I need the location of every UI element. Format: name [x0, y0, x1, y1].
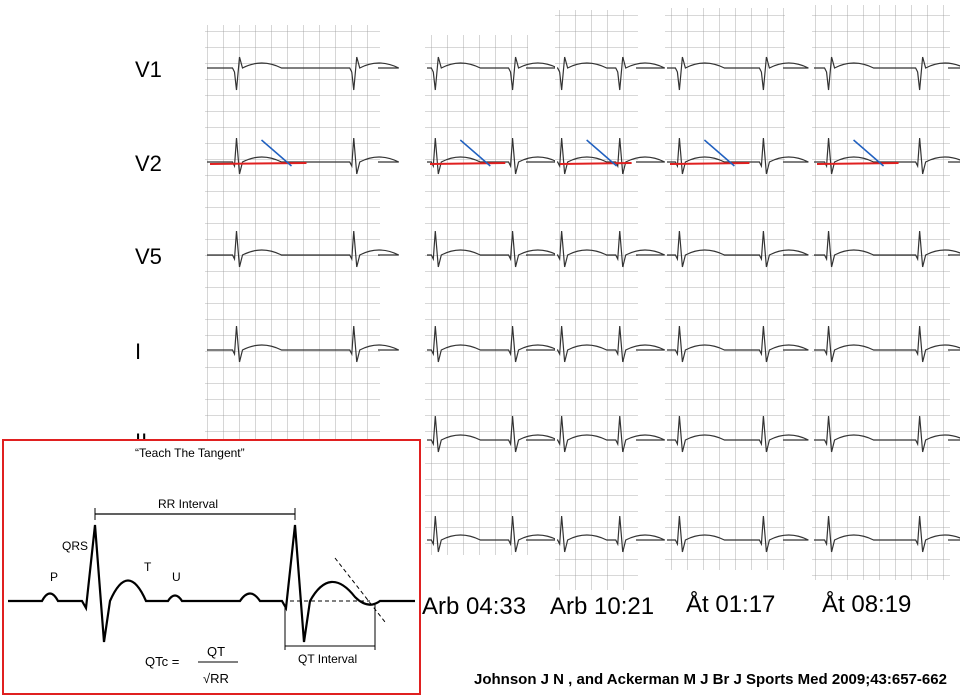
ecg-trace [667, 137, 809, 175]
ecg-trace [557, 56, 666, 91]
ecg-grid [812, 5, 950, 580]
ecg-trace [667, 325, 809, 363]
ecg-trace [427, 325, 558, 363]
u-label: U [172, 570, 181, 584]
qt-numerator: QT [207, 644, 225, 659]
strip-label: Arb 10:21 [550, 593, 654, 620]
tangent-line [586, 139, 618, 167]
ecg-trace [667, 515, 809, 553]
ecg-trace [667, 230, 809, 268]
baseline-line [669, 162, 750, 165]
ecg-trace [207, 56, 400, 91]
ecg-grid [205, 25, 380, 445]
sqrt-rr: √RR [203, 671, 229, 686]
rr-label: RR Interval [158, 497, 218, 511]
ecg-trace [667, 415, 809, 453]
ecg-trace [207, 230, 400, 268]
lead-label: I [135, 339, 141, 364]
tangent-line [261, 139, 292, 167]
baseline-line [559, 162, 632, 165]
ecg-trace [8, 524, 415, 643]
ecg-grid [555, 10, 638, 590]
ecg-trace [814, 56, 960, 91]
ecg-trace [814, 230, 960, 268]
ecg-trace [814, 137, 960, 175]
lead-label: V5 [135, 244, 162, 269]
lead-label: V2 [135, 151, 162, 176]
citation: Johnson J N , and Ackerman M J Br J Spor… [474, 671, 947, 688]
t-label: T [144, 560, 152, 574]
qt-interval-label: QT Interval [298, 652, 357, 666]
strip-labels: Arb 04:33 Arb 10:21 Åt 01:17 Åt 08:19 [422, 590, 911, 620]
inset: “Teach The Tangent” RR Interval QRS P T … [2, 439, 421, 695]
inset-title: “Teach The Tangent” [135, 446, 245, 460]
qtc-label: QTc = [145, 654, 179, 669]
ecg-trace [814, 515, 960, 553]
p-label: P [50, 570, 58, 584]
ecg-trace [557, 515, 666, 553]
ecg-trace [557, 325, 666, 363]
ecg-trace [427, 56, 558, 91]
ecg-trace [814, 325, 960, 363]
ecg-trace [557, 415, 666, 453]
ecg-strips [205, 5, 960, 590]
baseline-line [209, 162, 307, 165]
baseline-line [816, 162, 899, 165]
strip-label: Åt 01:17 [686, 590, 775, 618]
lead-label: V1 [135, 57, 162, 82]
qrs-label: QRS [62, 539, 88, 553]
tangent-line [853, 139, 885, 167]
ecg-trace [667, 56, 809, 91]
strip-label: Åt 08:19 [822, 590, 911, 618]
ecg-grid [425, 35, 528, 555]
tangent-line [459, 139, 491, 167]
strip-label: Arb 04:33 [422, 593, 526, 620]
ecg-trace [427, 515, 558, 553]
ecg-trace [207, 137, 400, 175]
lead-labels: V1 V2 V5 I II [135, 57, 162, 454]
baseline-line [429, 162, 506, 165]
ecg-trace [814, 415, 960, 453]
tangent-line [703, 139, 735, 167]
ecg-trace [427, 415, 558, 453]
inset-frame [2, 439, 421, 695]
ecg-trace [557, 230, 666, 268]
ecg-trace [427, 137, 558, 175]
ecg-trace [207, 325, 400, 363]
ecg-trace [427, 230, 558, 268]
ecg-grid [665, 8, 785, 570]
